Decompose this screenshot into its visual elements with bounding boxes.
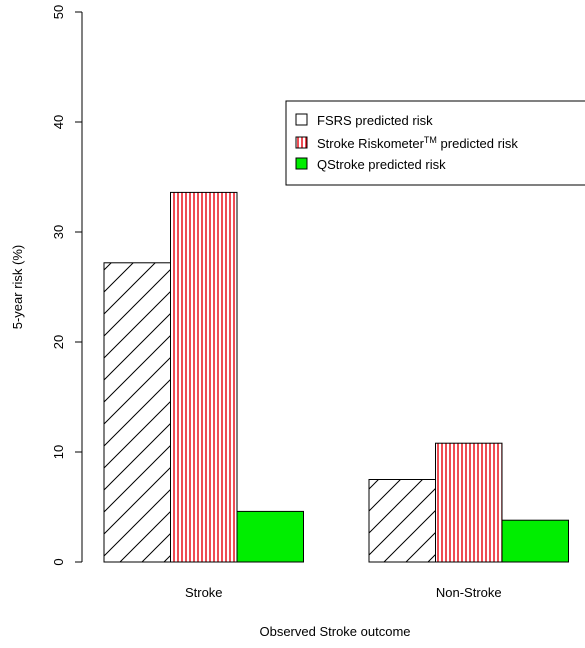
x-tick-label: Non-Stroke xyxy=(436,585,502,600)
legend-label: FSRS predicted risk xyxy=(317,113,433,128)
legend-swatch xyxy=(295,136,308,149)
y-tick-label: 10 xyxy=(51,445,66,459)
bar xyxy=(236,510,304,563)
legend-label: QStroke predicted risk xyxy=(317,157,446,172)
legend-swatch xyxy=(295,113,308,126)
bar xyxy=(103,262,171,563)
bar xyxy=(368,479,436,563)
y-tick-label: 0 xyxy=(51,558,66,565)
legend-box xyxy=(285,100,585,186)
legend-swatch xyxy=(295,157,308,170)
y-tick-label: 20 xyxy=(51,335,66,349)
bar xyxy=(170,191,238,563)
bar xyxy=(501,519,569,563)
legend: FSRS predicted risk Stroke RiskometerTM p… xyxy=(285,100,585,186)
y-tick-label: 50 xyxy=(51,5,66,19)
x-axis-title: Observed Stroke outcome xyxy=(259,624,410,639)
y-axis-title: 5-year risk (%) xyxy=(10,245,25,330)
legend-label: Stroke RiskometerTM predicted risk xyxy=(317,135,518,151)
y-tick-label: 30 xyxy=(51,225,66,239)
x-tick-label: Stroke xyxy=(185,585,223,600)
y-tick-label: 40 xyxy=(51,115,66,129)
bar xyxy=(435,442,503,563)
